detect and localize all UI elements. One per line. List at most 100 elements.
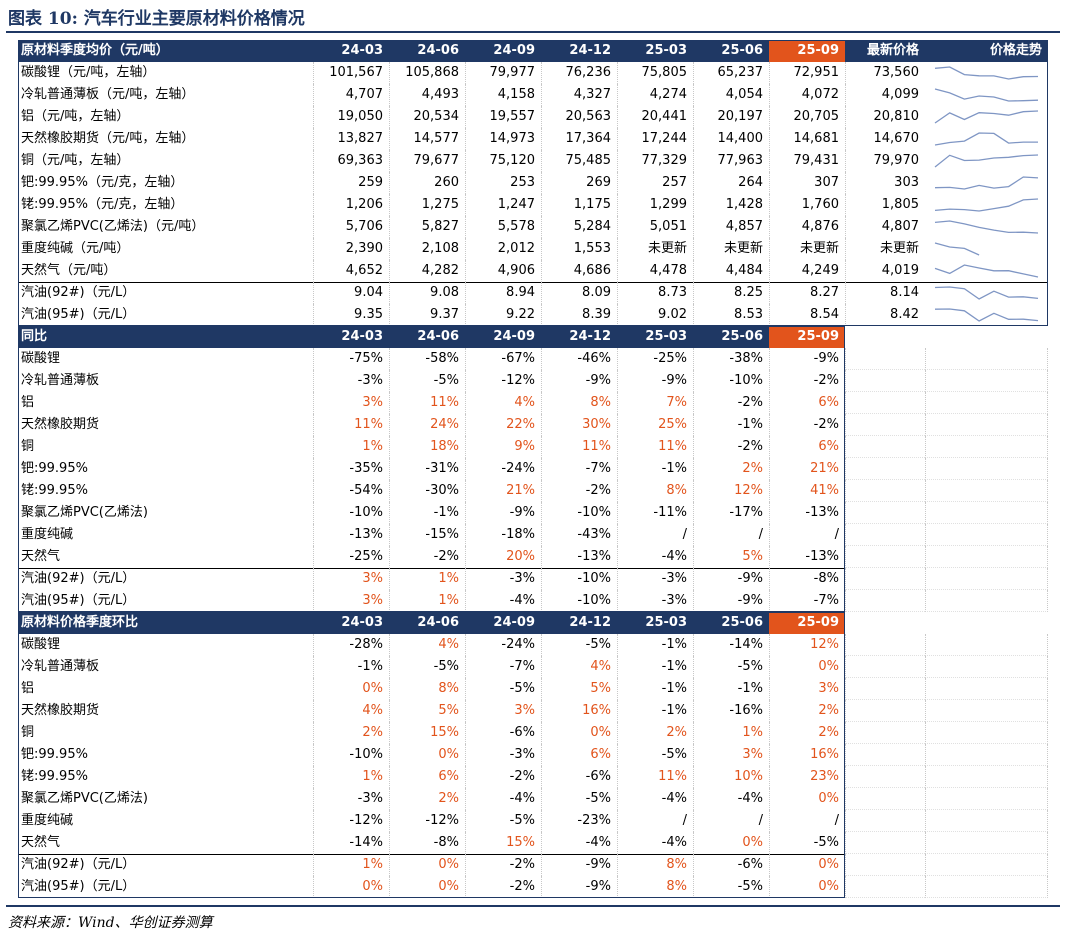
- sparkline-path: [934, 66, 1039, 80]
- value-cell: -5%: [617, 744, 693, 766]
- empty-cell: [845, 832, 925, 854]
- value-cell: 0%: [769, 788, 845, 810]
- value-cell: -4%: [617, 788, 693, 810]
- value-cell: 5%: [693, 546, 769, 568]
- empty-cell: [925, 590, 1048, 612]
- value-cell: -28%: [313, 634, 389, 656]
- value-cell: 未更新: [845, 238, 925, 260]
- value-cell: 1,428: [693, 194, 769, 216]
- value-cell: 79,970: [845, 150, 925, 172]
- value-cell: 4,493: [389, 84, 465, 106]
- value-cell: 8.53: [693, 304, 769, 326]
- column-header: 24-09: [465, 326, 541, 348]
- sparkline-path: [934, 308, 1039, 322]
- value-cell: 2,108: [389, 238, 465, 260]
- row-label: 重度纯碱（元/吨）: [21, 241, 130, 256]
- value-cell: -4%: [617, 546, 693, 568]
- value-cell: 8.14: [845, 282, 925, 304]
- value-cell: 19,557: [465, 106, 541, 128]
- value-cell: 14,577: [389, 128, 465, 150]
- value-cell: -10%: [313, 502, 389, 524]
- value-cell: -25%: [617, 348, 693, 370]
- value-cell: -9%: [769, 348, 845, 370]
- value-cell: 4%: [313, 700, 389, 722]
- value-cell: -4%: [693, 788, 769, 810]
- value-cell: 3%: [313, 568, 389, 590]
- column-header: 24-09: [465, 40, 541, 62]
- row-label: 铑:99.95%: [21, 483, 88, 498]
- empty-cell: [845, 656, 925, 678]
- value-cell: 4,158: [465, 84, 541, 106]
- value-cell: 1,760: [769, 194, 845, 216]
- empty-cell: [925, 458, 1048, 480]
- value-cell: -31%: [389, 458, 465, 480]
- value-cell: 4,906: [465, 260, 541, 282]
- value-cell: -10%: [693, 370, 769, 392]
- value-cell: -9%: [693, 568, 769, 590]
- value-cell: 65,237: [693, 62, 769, 84]
- value-cell: -4%: [465, 590, 541, 612]
- value-cell: 4,484: [693, 260, 769, 282]
- value-cell: 0%: [769, 876, 845, 898]
- sparkline: [934, 198, 1039, 212]
- value-cell: 5,051: [617, 216, 693, 238]
- empty-cell: [925, 656, 1048, 678]
- value-cell: -5%: [769, 832, 845, 854]
- row-label: 铜: [21, 439, 35, 454]
- value-cell: 8%: [617, 876, 693, 898]
- value-cell: /: [769, 810, 845, 832]
- value-cell: 22%: [465, 414, 541, 436]
- value-cell: 2,012: [465, 238, 541, 260]
- value-cell: 1%: [313, 766, 389, 788]
- value-cell: 5,284: [541, 216, 617, 238]
- value-cell: /: [617, 810, 693, 832]
- column-header: 25-09: [769, 40, 845, 62]
- empty-cell: [845, 392, 925, 414]
- value-cell: 4,876: [769, 216, 845, 238]
- column-header: 原材料季度均价（元/吨）: [18, 40, 313, 62]
- value-cell: -23%: [541, 810, 617, 832]
- value-cell: 20,810: [845, 106, 925, 128]
- empty-cell: [845, 436, 925, 458]
- value-cell: 75,805: [617, 62, 693, 84]
- empty-cell: [845, 788, 925, 810]
- value-cell: 8.73: [617, 282, 693, 304]
- value-cell: -5%: [693, 656, 769, 678]
- value-cell: -2%: [693, 436, 769, 458]
- value-cell: -2%: [465, 854, 541, 876]
- value-cell: 5,827: [389, 216, 465, 238]
- value-cell: 14,681: [769, 128, 845, 150]
- value-cell: /: [693, 524, 769, 546]
- value-cell: -15%: [389, 524, 465, 546]
- empty-cell: [925, 524, 1048, 546]
- row-label: 聚氯乙烯PVC(乙烯法): [21, 791, 148, 806]
- value-cell: 10%: [693, 766, 769, 788]
- value-cell: 6%: [541, 744, 617, 766]
- value-cell: 17,244: [617, 128, 693, 150]
- row-label: 重度纯碱: [21, 527, 74, 542]
- value-cell: -5%: [465, 810, 541, 832]
- value-cell: -1%: [693, 678, 769, 700]
- value-cell: -13%: [313, 524, 389, 546]
- value-cell: 11%: [617, 766, 693, 788]
- empty-cell: [925, 788, 1048, 810]
- value-cell: -7%: [465, 656, 541, 678]
- value-cell: 12%: [693, 480, 769, 502]
- row-label: 铑:99.95%（元/克，左轴）: [21, 197, 184, 212]
- row-label: 天然橡胶期货（元/吨，左轴）: [21, 131, 195, 146]
- empty-cell: [845, 568, 925, 590]
- row-label: 钯:99.95%: [21, 461, 88, 476]
- row-label: 铜（元/吨，左轴）: [21, 153, 130, 168]
- value-cell: 3%: [769, 678, 845, 700]
- value-cell: -13%: [769, 546, 845, 568]
- value-cell: 0%: [769, 854, 845, 876]
- sparkline: [934, 88, 1039, 102]
- sparkline: [934, 220, 1039, 234]
- value-cell: 69,363: [313, 150, 389, 172]
- value-cell: -5%: [389, 656, 465, 678]
- column-header: 24-03: [313, 40, 389, 62]
- value-cell: -4%: [541, 832, 617, 854]
- value-cell: /: [769, 524, 845, 546]
- value-cell: -2%: [389, 546, 465, 568]
- value-cell: -2%: [465, 766, 541, 788]
